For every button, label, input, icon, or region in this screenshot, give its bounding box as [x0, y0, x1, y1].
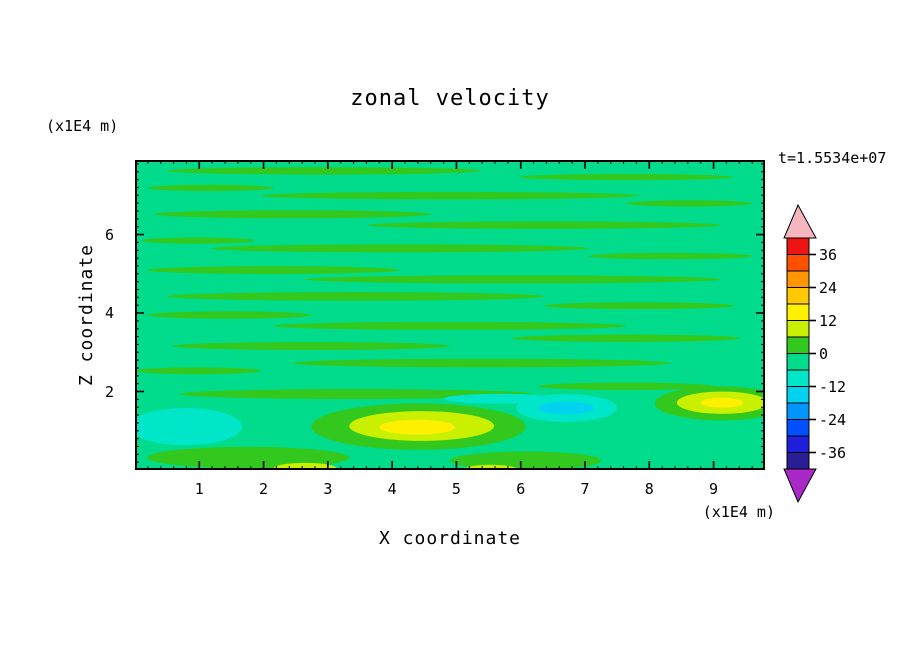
y-axis-ticks: 2 4 6	[88, 160, 122, 470]
colorbar-tick-label: -36	[819, 443, 847, 462]
y-tick-label: 6	[104, 225, 114, 244]
x-tick-label: 1	[194, 480, 204, 498]
time-annotation: t=1.5534e+07	[778, 149, 887, 167]
x-tick-label: 7	[580, 480, 590, 498]
x-tick-label: 6	[516, 480, 526, 498]
y-axis-unit: (x1E4 m)	[46, 117, 119, 135]
colorbar-tick-label: 24	[819, 278, 838, 297]
colorbar-labels: 36 24 12 0 -12 -24 -36	[781, 204, 896, 506]
x-tick-label: 5	[451, 480, 461, 498]
colorbar-tick-label: 0	[819, 344, 829, 363]
x-tick-label: 8	[644, 480, 654, 498]
colorbar: 36 24 12 0 -12 -24 -36	[781, 203, 896, 506]
colorbar-scale	[783, 203, 817, 504]
y-tick-label: 4	[104, 304, 114, 323]
x-tick-label: 9	[709, 480, 719, 498]
x-axis-unit: (x1E4 m)	[702, 503, 775, 521]
contour-field	[135, 160, 765, 470]
x-axis-title: X coordinate	[378, 528, 522, 549]
colorbar-tick-label: 36	[819, 245, 838, 264]
figure-title: zonal velocity	[350, 86, 550, 111]
plot-area	[135, 160, 765, 470]
colorbar-tick-label: -12	[819, 377, 847, 396]
y-tick-label: 2	[104, 382, 114, 401]
x-tick-label: 4	[387, 480, 397, 498]
x-axis-ticks: 1 2 3 4 5 6 7 8 9	[135, 480, 765, 500]
colorbar-tick-label: 12	[819, 311, 838, 330]
x-tick-label: 3	[323, 480, 333, 498]
x-tick-label: 2	[259, 480, 269, 498]
colorbar-tick-label: -24	[819, 410, 847, 429]
